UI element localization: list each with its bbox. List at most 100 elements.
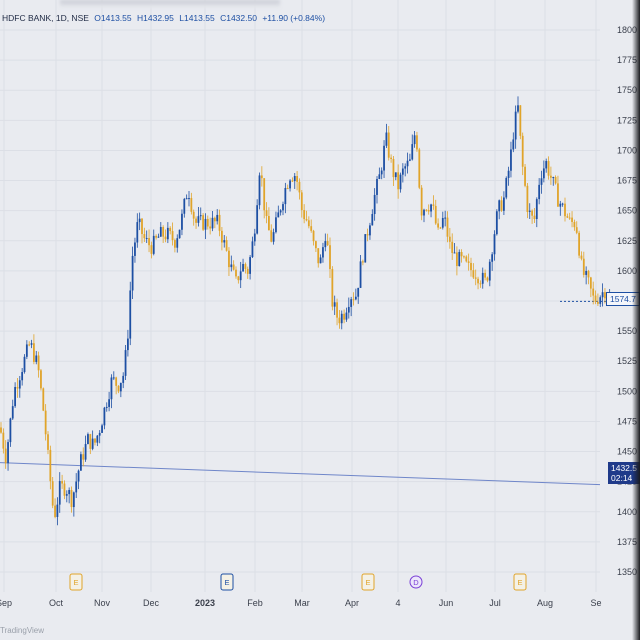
- candle-body: [119, 382, 122, 392]
- candle-body: [340, 313, 343, 324]
- candle-body: [197, 216, 200, 223]
- candle-body: [277, 212, 280, 218]
- price-axis-label: 1450: [617, 447, 637, 457]
- candle-body: [58, 481, 61, 505]
- price-axis-label: 1600: [617, 266, 637, 276]
- candle-body: [263, 178, 266, 211]
- candle-body: [484, 272, 486, 278]
- candle-body: [35, 355, 38, 362]
- candle-body: [498, 200, 501, 212]
- earnings-marker-icon[interactable]: [361, 573, 375, 591]
- candle-body: [329, 245, 331, 270]
- candle-body: [148, 238, 150, 246]
- price-axis-label: 1750: [617, 85, 637, 95]
- candle-body: [456, 252, 458, 267]
- candle-body: [77, 470, 80, 482]
- time-axis-label: Feb: [247, 598, 263, 608]
- candle-body: [390, 157, 392, 159]
- event-marker-glyph: E: [73, 578, 78, 587]
- price-axis-label: 1525: [617, 356, 637, 366]
- candle-body: [540, 178, 543, 185]
- candle-body: [221, 230, 223, 243]
- candle-body: [350, 299, 353, 307]
- candle-body: [131, 255, 134, 291]
- candle-body: [122, 375, 125, 383]
- candle-body: [437, 223, 439, 228]
- dividend-marker-icon[interactable]: [409, 575, 423, 589]
- candle-body: [75, 481, 78, 493]
- candle-body: [322, 247, 324, 258]
- candle-body: [416, 135, 418, 150]
- candle-body: [542, 168, 545, 179]
- candle-body: [343, 313, 345, 320]
- candle-body: [404, 166, 407, 169]
- candle-body: [51, 481, 54, 506]
- candle-body: [307, 220, 310, 227]
- price-axis-label: 1775: [617, 55, 637, 65]
- price-axis-label: 1725: [617, 115, 637, 125]
- candle-body: [364, 234, 367, 263]
- candle-body: [117, 385, 120, 392]
- candle-body: [315, 241, 317, 249]
- candle-body: [564, 203, 566, 217]
- price-axis-label: 1375: [617, 537, 637, 547]
- candle-body: [105, 406, 108, 408]
- candle-body: [354, 296, 357, 300]
- candle-body: [526, 185, 529, 212]
- candle-body: [228, 250, 230, 268]
- candle-body: [458, 251, 461, 267]
- candle-body: [80, 454, 82, 471]
- event-marker-glyph: E: [224, 578, 229, 587]
- candle-body: [268, 216, 270, 231]
- ohlc-legend: HDFC BANK, 1D, NSE O1413.55 H1432.95 L14…: [2, 13, 328, 23]
- candle-body: [9, 418, 12, 443]
- horizontal-price-line[interactable]: [0, 462, 601, 486]
- candle-body: [291, 180, 294, 182]
- candle-body: [336, 302, 338, 318]
- candle-body: [94, 438, 96, 443]
- candle-body: [554, 177, 557, 184]
- candle-body: [423, 209, 425, 216]
- candle-body: [427, 210, 430, 212]
- candle-body: [176, 238, 179, 248]
- candle-body: [439, 227, 442, 229]
- candle-body: [479, 283, 482, 285]
- time-axis-label: Jul: [489, 598, 501, 608]
- candle-body: [385, 132, 388, 146]
- candle-body: [303, 210, 306, 220]
- candle-body: [531, 210, 533, 216]
- price-axis-label: 1800: [617, 25, 637, 35]
- earnings-marker-icon[interactable]: [220, 573, 234, 591]
- candle-body: [413, 135, 416, 145]
- candle-body: [115, 377, 118, 386]
- candle-body: [467, 261, 470, 263]
- time-axis-label: Jun: [439, 598, 454, 608]
- candle-body: [40, 370, 42, 389]
- legend-open: O1413.55: [94, 13, 132, 23]
- candle-body: [352, 299, 355, 301]
- time-axis-label: Se: [590, 598, 601, 608]
- candle-body: [192, 211, 195, 219]
- earnings-marker-icon[interactable]: [513, 573, 527, 591]
- candle-body: [326, 241, 329, 246]
- candle-body: [157, 236, 160, 238]
- candle-body: [369, 225, 371, 236]
- candle-body: [265, 210, 268, 217]
- candle-body: [178, 229, 181, 239]
- earnings-marker-icon[interactable]: [69, 573, 83, 591]
- legend-change: +11.90 (+0.84%): [262, 13, 326, 23]
- candle-body: [451, 241, 454, 253]
- candle-body: [103, 407, 106, 426]
- price-axis-label: 1350: [617, 567, 637, 577]
- time-axis-label: Aug: [537, 598, 553, 608]
- candle-body: [425, 209, 428, 211]
- candle-body: [249, 257, 251, 274]
- event-marker-glyph: E: [517, 578, 522, 587]
- candle-body: [441, 217, 444, 228]
- candle-body: [246, 268, 249, 274]
- candle-body: [134, 242, 136, 256]
- candle-body: [601, 292, 604, 298]
- candle-body: [258, 175, 261, 206]
